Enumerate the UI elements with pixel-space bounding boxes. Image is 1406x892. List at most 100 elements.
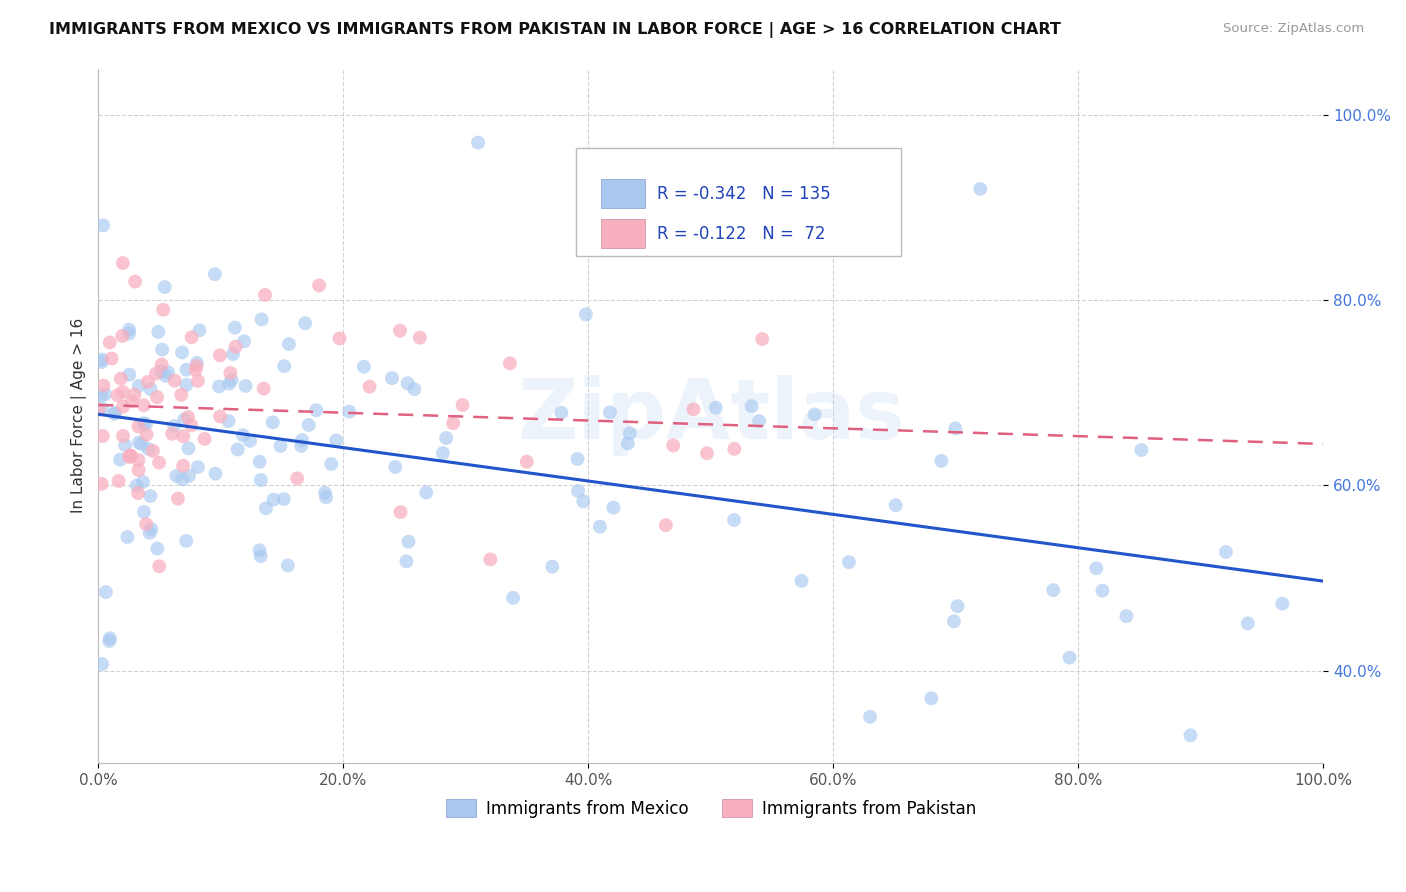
Point: [254, 288, 277, 302]
Point: [249, 455, 271, 469]
Point: [127, 419, 149, 434]
Point: [751, 332, 773, 346]
Point: [208, 379, 231, 393]
Point: [859, 710, 882, 724]
Point: [163, 419, 186, 434]
Point: [790, 574, 813, 588]
Point: [172, 429, 194, 443]
Point: [218, 376, 240, 391]
Point: [285, 471, 308, 485]
Point: [277, 558, 299, 573]
Point: [132, 398, 155, 412]
Point: [91, 657, 114, 671]
Point: [139, 382, 162, 396]
Point: [107, 474, 129, 488]
Point: [1059, 650, 1081, 665]
Point: [451, 398, 474, 412]
Point: [696, 446, 718, 460]
Point: [180, 330, 202, 344]
Point: [177, 468, 200, 483]
Text: ZipAtlas: ZipAtlas: [517, 376, 904, 457]
Point: [269, 439, 291, 453]
Point: [150, 358, 173, 372]
Point: [128, 379, 150, 393]
Point: [172, 458, 194, 473]
Point: [224, 320, 246, 334]
Point: [91, 219, 114, 233]
Point: [172, 472, 194, 486]
Point: [90, 388, 112, 402]
Point: [262, 415, 284, 429]
Point: [741, 399, 763, 413]
Point: [188, 323, 211, 337]
Point: [249, 543, 271, 558]
Point: [138, 442, 160, 456]
Point: [124, 387, 146, 401]
Point: [273, 491, 295, 506]
Point: [884, 498, 907, 512]
Point: [132, 475, 155, 489]
Point: [277, 337, 299, 351]
Point: [359, 379, 381, 393]
Point: [148, 456, 170, 470]
Point: [567, 483, 589, 498]
Point: [177, 442, 200, 456]
Point: [479, 552, 502, 566]
Point: [337, 404, 360, 418]
Point: [118, 326, 141, 341]
Point: [170, 345, 193, 359]
Point: [98, 335, 121, 350]
Point: [90, 476, 112, 491]
Point: [298, 417, 321, 432]
Point: [170, 388, 193, 402]
Point: [273, 359, 295, 374]
Point: [291, 433, 314, 447]
FancyBboxPatch shape: [600, 219, 645, 249]
Point: [167, 491, 190, 506]
Point: [91, 401, 114, 416]
Point: [321, 457, 343, 471]
Point: [1271, 597, 1294, 611]
Point: [94, 387, 117, 401]
Point: [146, 390, 169, 404]
Point: [118, 323, 141, 337]
Point: [204, 467, 226, 481]
Point: [235, 379, 257, 393]
Point: [135, 427, 157, 442]
Point: [107, 388, 129, 402]
Point: [141, 522, 163, 536]
Point: [1130, 442, 1153, 457]
Point: [499, 356, 522, 370]
Point: [204, 267, 226, 281]
Point: [409, 330, 432, 344]
FancyBboxPatch shape: [576, 148, 901, 256]
Point: [136, 375, 159, 389]
Point: [389, 505, 412, 519]
Point: [541, 559, 564, 574]
Point: [186, 356, 208, 370]
Point: [314, 485, 336, 500]
Point: [254, 501, 277, 516]
Point: [619, 426, 641, 441]
Point: [146, 541, 169, 556]
Point: [1115, 609, 1137, 624]
Point: [353, 359, 375, 374]
Point: [388, 324, 411, 338]
Point: [325, 434, 347, 448]
Point: [176, 362, 198, 376]
Point: [118, 448, 141, 462]
Point: [128, 435, 150, 450]
Point: [943, 421, 966, 435]
Point: [131, 437, 153, 451]
Point: [290, 439, 312, 453]
Text: R = -0.342   N = 135: R = -0.342 N = 135: [657, 185, 831, 202]
Point: [920, 691, 942, 706]
Text: Source: ZipAtlas.com: Source: ZipAtlas.com: [1223, 22, 1364, 36]
Point: [516, 455, 538, 469]
Point: [135, 517, 157, 532]
Point: [153, 280, 176, 294]
Point: [91, 352, 114, 367]
Point: [328, 331, 350, 345]
Point: [104, 406, 127, 420]
Point: [655, 518, 678, 533]
